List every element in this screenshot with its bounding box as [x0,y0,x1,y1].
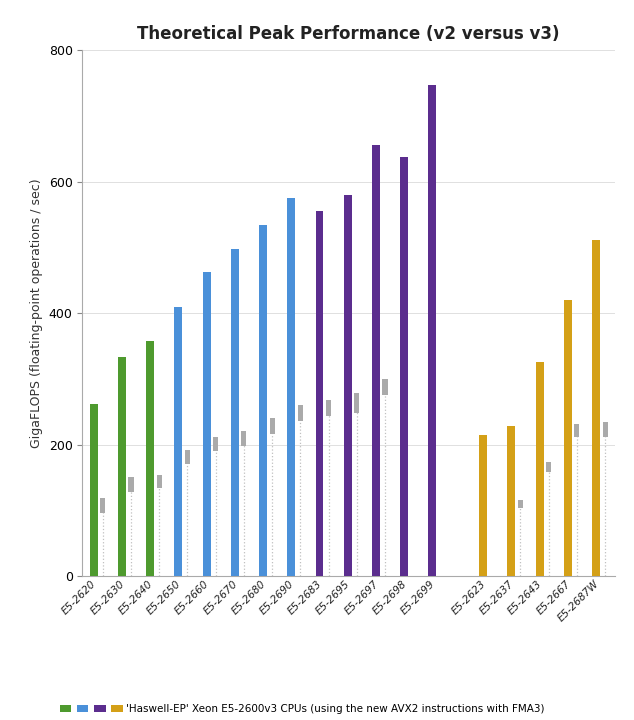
Bar [326,400,331,415]
Bar [231,249,239,576]
Bar [518,500,523,508]
Bar [602,422,607,437]
Bar [298,405,303,421]
Bar [564,300,572,576]
Bar [100,498,105,513]
Bar [269,418,275,434]
Bar [372,145,380,576]
Bar [574,423,579,437]
Bar [242,431,247,446]
Bar [259,225,267,576]
Bar [546,462,551,472]
Bar [354,393,359,413]
Bar [344,195,352,576]
Y-axis label: GigaFLOPS (floating-point operations / sec): GigaFLOPS (floating-point operations / s… [30,179,43,448]
Bar [382,379,387,395]
Bar [536,362,543,576]
Bar [146,341,154,576]
Bar [429,84,436,576]
Bar [185,450,190,464]
Bar [203,272,210,576]
Bar [174,307,183,576]
Bar [507,426,515,576]
Bar [479,436,487,576]
Bar [129,477,134,492]
Bar [592,240,600,576]
Bar [118,356,126,576]
Bar [90,404,98,576]
Bar [213,437,218,451]
Bar [157,474,162,488]
Title: Theoretical Peak Performance (v2 versus v3): Theoretical Peak Performance (v2 versus … [138,25,560,43]
Bar [287,197,295,576]
Bar [316,211,323,576]
Bar [400,157,408,576]
